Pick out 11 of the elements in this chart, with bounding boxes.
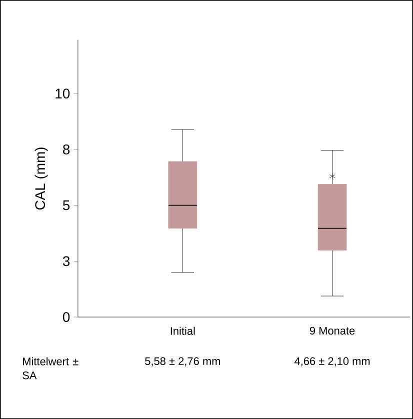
y-tick-label: 0 xyxy=(62,312,70,322)
y-tick-label: 3 xyxy=(62,256,70,266)
text: 5,58 ± 2,76 mm xyxy=(145,357,220,366)
text: 4,66 ± 2,10 mm xyxy=(294,357,370,366)
x-tick-label: 9 Monate xyxy=(310,326,355,335)
y-tick-label: 10 xyxy=(56,88,70,98)
x-tick-label: Initial xyxy=(170,326,195,335)
text: Mittelwert ± SA xyxy=(22,357,78,380)
y-tick-label: 5 xyxy=(62,200,70,210)
y-axis-title: CAL (mm) xyxy=(34,148,48,210)
y-tick-label: 8 xyxy=(63,144,70,154)
